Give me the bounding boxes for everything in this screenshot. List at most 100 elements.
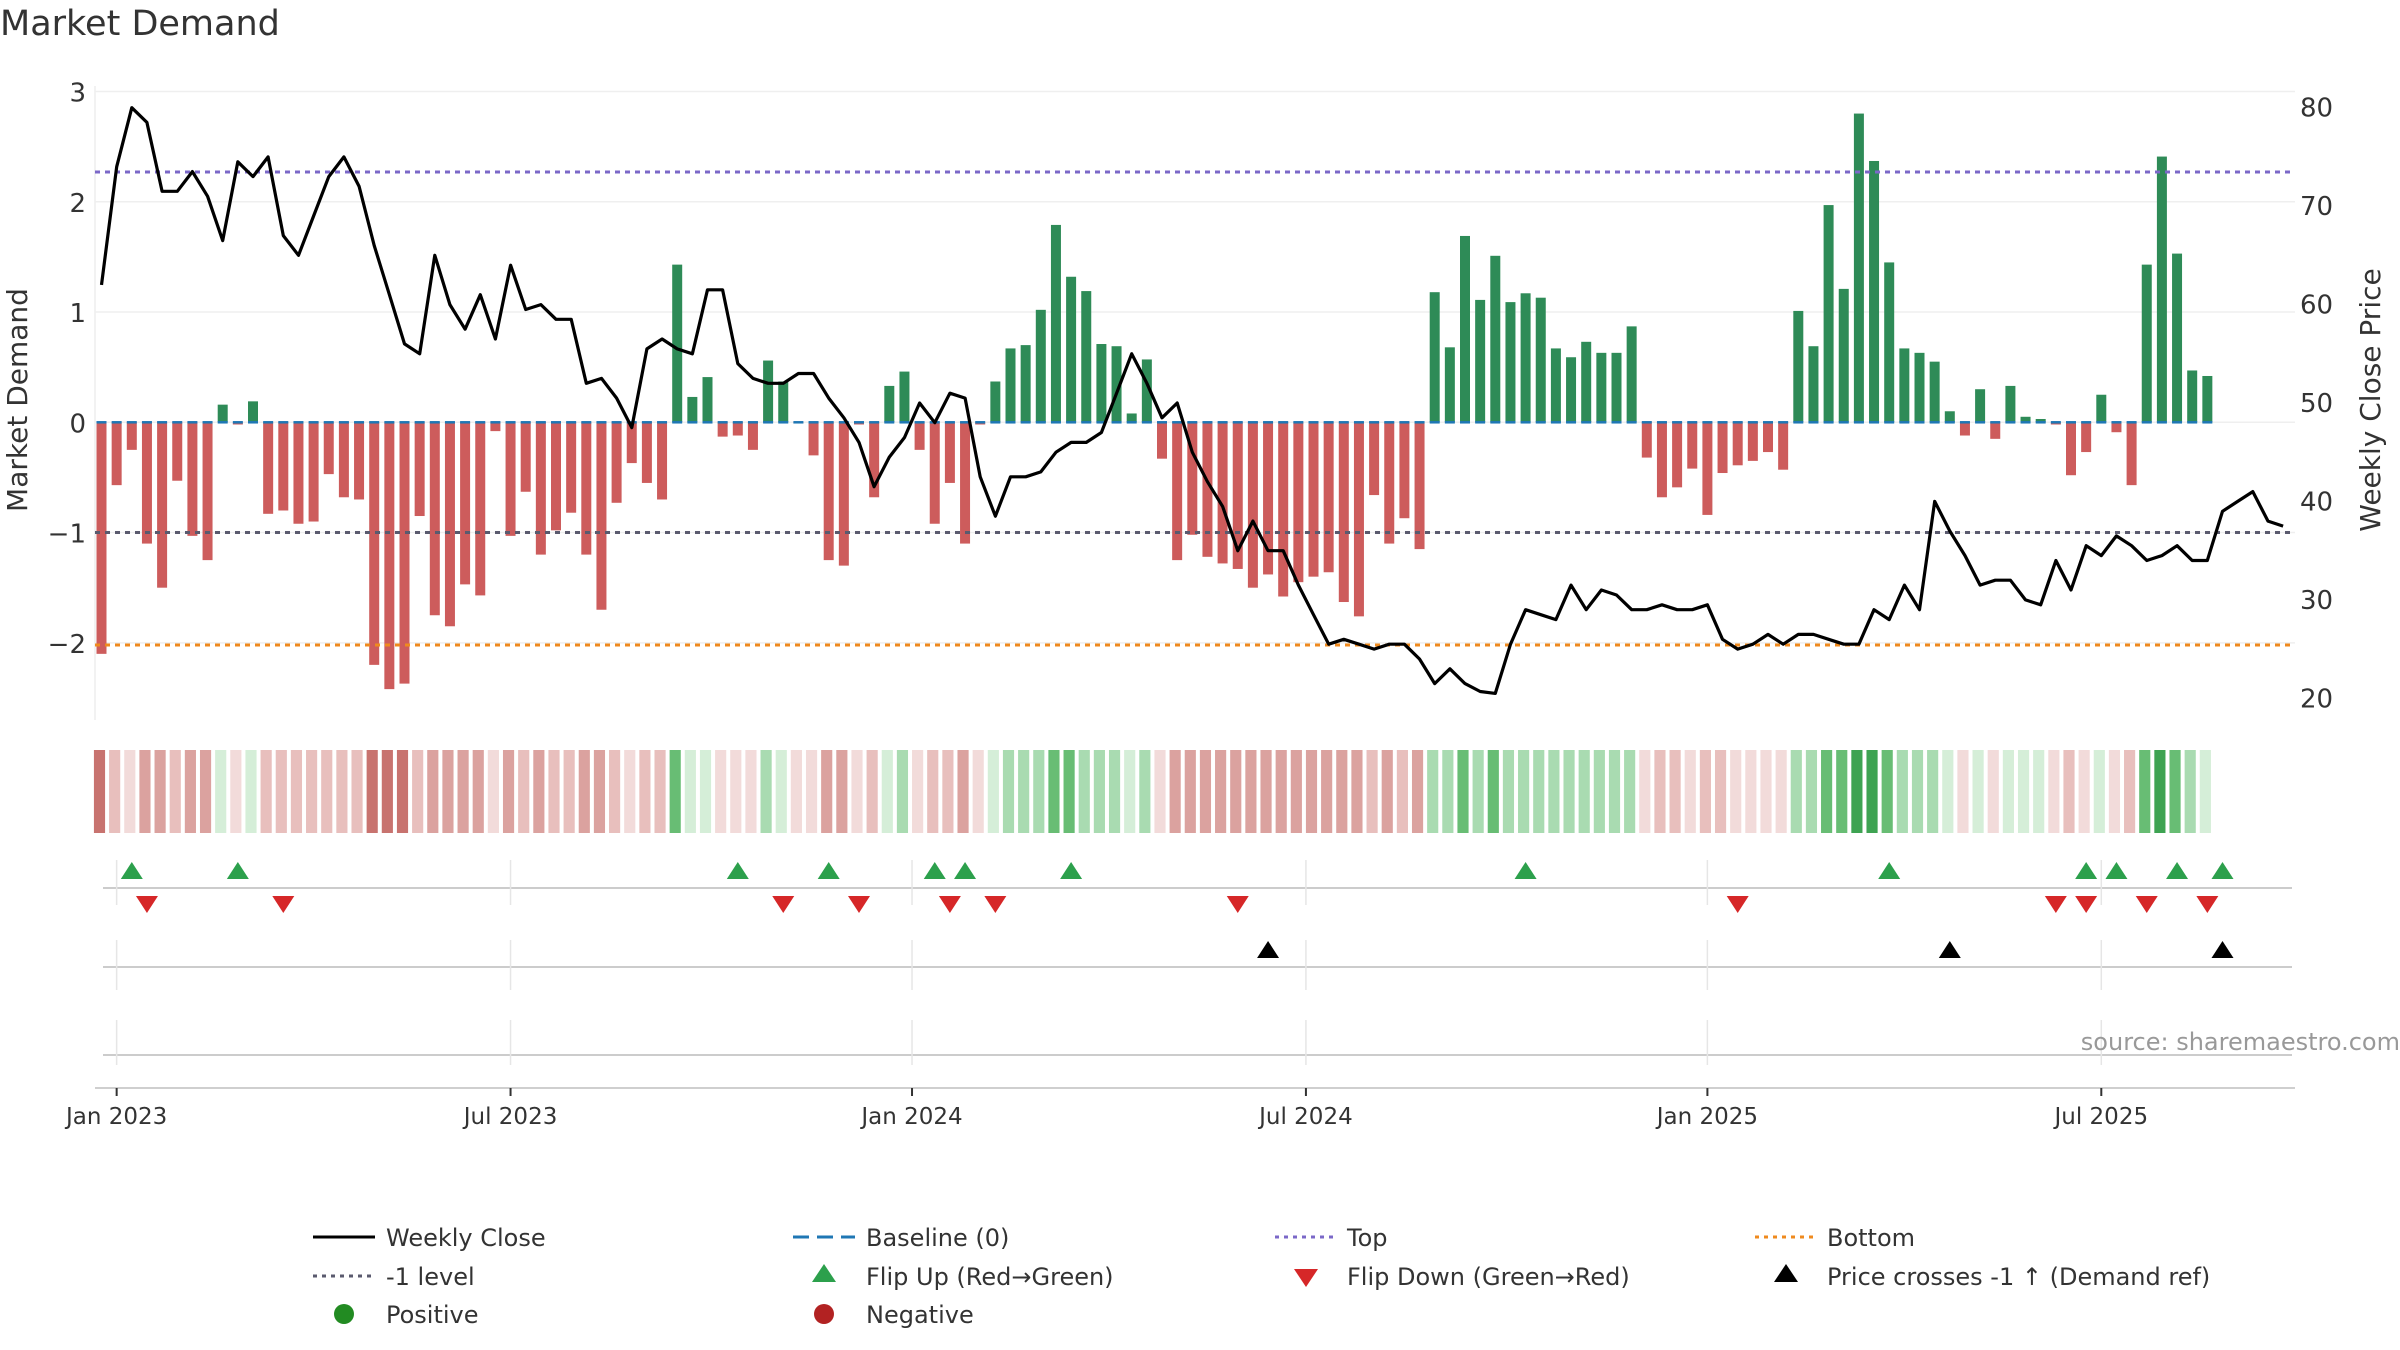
negative-demand-bar (263, 422, 274, 514)
positive-demand-bar (1005, 348, 1016, 423)
strip-cell (1548, 750, 1560, 833)
strip-cell (1427, 750, 1439, 833)
strip-cell (1775, 750, 1787, 833)
reference-lines (95, 170, 2295, 647)
strip-cell (2048, 750, 2060, 833)
strip-cell (1351, 750, 1363, 833)
negative-demand-bar (475, 422, 486, 596)
positive-demand-bar (1460, 235, 1470, 423)
negative-demand-bar (141, 422, 152, 544)
strip-cell (699, 750, 712, 833)
legend-item-flip-up: Flip Up (Red→Green) (812, 1263, 1114, 1291)
positive-demand-bar (1838, 288, 1849, 423)
strip-cell (715, 750, 727, 833)
legend-item-cross: Price crosses -1 ↑ (Demand ref) (1774, 1263, 2210, 1291)
strip-cell (1184, 750, 1196, 833)
negative-demand-bar (929, 422, 940, 524)
strip-cell (533, 750, 545, 833)
y-axis-ticks: 3 2 1 0 −1 −2 (48, 79, 86, 660)
strip-cell (563, 750, 575, 833)
strip-cell (1608, 750, 1621, 833)
negative-demand-bar (338, 422, 349, 498)
strip-cell (2002, 750, 2014, 833)
x-tick-label: Jul 2024 (1257, 1104, 1353, 1130)
positive-demand-bar (1566, 357, 1577, 423)
positive-demand-bar (1444, 347, 1455, 423)
y2-axis-label: Weekly Close Price (2354, 268, 2387, 531)
y2-tick-label: 60 (2300, 291, 2333, 321)
strip-cell (260, 750, 272, 833)
negative-demand-bar (2111, 422, 2122, 433)
negative-demand-bar (1717, 422, 1728, 474)
cross-up-triangle-icon (1774, 1264, 1798, 1282)
negative-demand-bar (1353, 422, 1364, 617)
x-tick-label: Jan 2024 (859, 1104, 962, 1130)
strip-cell (1760, 750, 1772, 833)
negative-demand-bar (1959, 422, 1970, 436)
strip-cell (2169, 750, 2181, 833)
strip-cell (1881, 750, 1893, 833)
positive-demand-bar (1066, 276, 1077, 423)
strip-cell (1927, 750, 1939, 833)
positive-demand-bar (899, 371, 910, 423)
flip-up-marker (954, 862, 977, 879)
legend-label: Negative (866, 1301, 974, 1329)
strip-cell (1821, 750, 1833, 833)
strip-cell (290, 750, 303, 833)
negative-demand-bar (1747, 422, 1758, 461)
y-tick-label: 0 (69, 409, 86, 439)
strip-cell (1487, 750, 1499, 833)
strip-cell (745, 750, 757, 833)
legend-label: Price crosses -1 ↑ (Demand ref) (1827, 1263, 2210, 1291)
negative-demand-bar (1338, 422, 1349, 603)
strip-cell (336, 750, 348, 833)
negative-demand-bar (293, 422, 304, 524)
negative-demand-bar (717, 422, 728, 437)
positive-demand-bar (763, 360, 774, 423)
strip-cell (442, 750, 454, 833)
negative-demand-bar (1157, 422, 1167, 459)
flip-up-marker (726, 862, 749, 879)
strip-cell (1805, 750, 1818, 833)
strip-cell (245, 750, 257, 833)
strip-cell (1199, 750, 1212, 833)
strip-cell (1957, 750, 1969, 833)
strip-cell (1911, 750, 1924, 833)
positive-demand-bar (2020, 416, 2031, 423)
strip-cell (457, 750, 469, 833)
positive-demand-bar (1505, 302, 1516, 423)
strip-cell (1215, 750, 1227, 833)
strip-cell (1790, 750, 1802, 833)
strip-cell (851, 750, 863, 833)
positive-demand-bar (1869, 160, 1880, 423)
flip-up-marker (1514, 862, 1537, 879)
negative-demand-bar (308, 422, 319, 522)
strip-cell (896, 750, 909, 833)
price-cross-marker (2211, 941, 2234, 958)
negative-demand-bar (460, 422, 471, 585)
strip-cell (1457, 750, 1469, 833)
legend-label: Bottom (1827, 1224, 1915, 1252)
flip-down-marker (1226, 896, 1249, 913)
positive-demand-bar (1975, 389, 1986, 423)
x-tick-label: Jan 2023 (64, 1104, 167, 1130)
strip-cell (1093, 750, 1105, 833)
negative-demand-bar (596, 422, 607, 610)
strip-cell (518, 750, 530, 833)
strip-cell (1518, 750, 1530, 833)
strip-cell (548, 750, 560, 833)
strip-cell (1639, 750, 1651, 833)
legend-item-flip-down: Flip Down (Green→Red) (1294, 1263, 1630, 1291)
flip-up-marker (2211, 862, 2234, 879)
price-cross-marker (1257, 941, 1280, 958)
strip-cell (684, 750, 696, 833)
positive-demand-bar (2202, 375, 2213, 423)
strip-cell (1836, 750, 1848, 833)
negative-demand-bar (914, 422, 925, 450)
negative-demand-bar (808, 422, 819, 456)
negative-demand-bar (429, 422, 440, 616)
event-markers (120, 862, 2234, 958)
positive-demand-bar (1035, 309, 1046, 423)
flip-up-marker (226, 862, 249, 879)
